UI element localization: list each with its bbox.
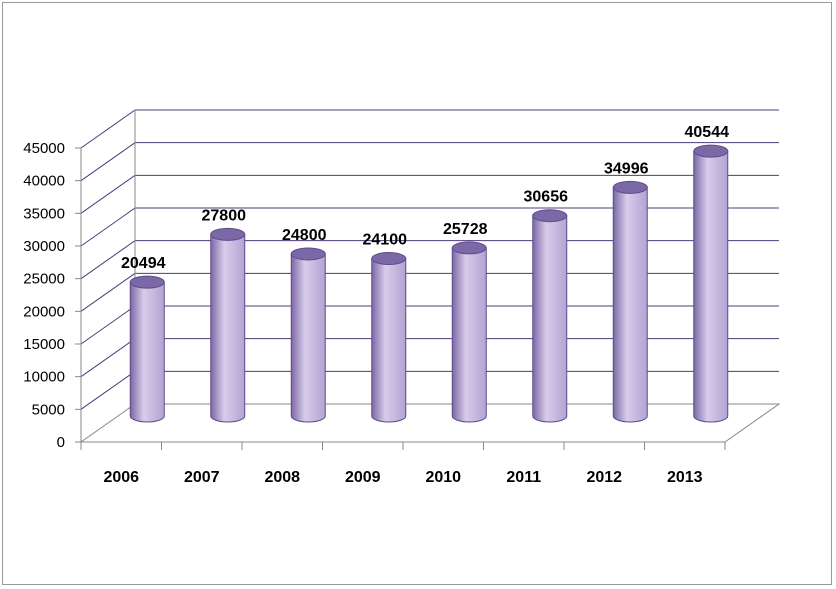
- x-tick-label: 2008: [264, 469, 300, 486]
- gridline-side: [80, 370, 136, 410]
- gridline-side: [80, 305, 136, 345]
- gridlines: [80, 109, 779, 410]
- gridline-side: [80, 240, 136, 280]
- data-label: 34996: [604, 160, 649, 177]
- bar-cap: [210, 227, 246, 241]
- bar-2008: [290, 247, 326, 423]
- y-tick-labels: 0 5000 10000 15000 20000 25000 30000 35000 40000…: [23, 140, 65, 451]
- y-tick-label: 35000: [23, 205, 65, 222]
- data-label: 24800: [282, 227, 327, 244]
- bar-cap: [129, 275, 165, 289]
- x-tick-label: 2009: [345, 469, 381, 486]
- y-tick-label: 5000: [32, 401, 65, 418]
- x-tick-label: 2010: [425, 469, 461, 486]
- bar-2013: [693, 144, 729, 423]
- y-tick-label: 45000: [23, 140, 65, 157]
- bar-body: [290, 253, 326, 423]
- data-label: 40544: [685, 124, 730, 141]
- y-tick-label: 10000: [23, 369, 65, 386]
- y-tick-label: 0: [57, 434, 65, 451]
- bar-body: [371, 258, 407, 423]
- x-tick-labels: 2006 2007 2008 2009 2010 2011 2012 2013: [103, 469, 702, 486]
- bar-cap: [612, 180, 648, 194]
- gridline-side: [80, 207, 136, 247]
- y-tick-label: 20000: [23, 303, 65, 320]
- bar-cap: [290, 247, 326, 261]
- bar-cap: [532, 209, 568, 223]
- y-tick-label: 40000: [23, 173, 65, 190]
- bar-2012: [612, 180, 648, 423]
- y-tick-label: 25000: [23, 271, 65, 288]
- x-tick-label: 2007: [184, 469, 220, 486]
- bar-body: [612, 186, 648, 423]
- bar-cap: [693, 144, 729, 158]
- data-label: 27800: [202, 207, 247, 224]
- gridline-side: [80, 142, 136, 182]
- axes: [75, 110, 781, 450]
- bar-2007: [210, 227, 246, 423]
- bar-2009: [371, 252, 407, 423]
- bar-2010: [451, 241, 487, 423]
- data-label: 24100: [363, 232, 408, 249]
- bar-body: [532, 215, 568, 423]
- data-labels: 20494 27800 24800 24100 25728 30656 34996 40544: [121, 124, 729, 272]
- gridline-side: [80, 338, 136, 378]
- x-tick-label: 2013: [667, 469, 703, 486]
- gridline-side: [80, 174, 136, 214]
- x-tick-label: 2006: [103, 469, 139, 486]
- bar-cap: [371, 252, 407, 266]
- bar-body: [129, 281, 165, 423]
- data-label: 25728: [443, 221, 488, 238]
- data-label: 30656: [524, 189, 569, 206]
- bar-2006: [129, 275, 165, 423]
- bar-body: [451, 247, 487, 423]
- floor: [79, 403, 781, 443]
- y-tick-label: 15000: [23, 336, 65, 353]
- gridline-side: [80, 109, 136, 149]
- bar-body: [693, 150, 729, 423]
- y-tick-label: 30000: [23, 238, 65, 255]
- bar-cap: [451, 241, 487, 255]
- bar-body: [210, 233, 246, 423]
- gridline-side: [80, 272, 136, 312]
- bar-2011: [532, 209, 568, 423]
- bars: [129, 144, 729, 423]
- x-tick-label: 2012: [586, 469, 622, 486]
- data-label: 20494: [121, 255, 166, 272]
- bar-chart: 0 5000 10000 15000 20000 25000 30000 35000 40000…: [23, 109, 781, 486]
- x-tick-label: 2011: [506, 469, 541, 486]
